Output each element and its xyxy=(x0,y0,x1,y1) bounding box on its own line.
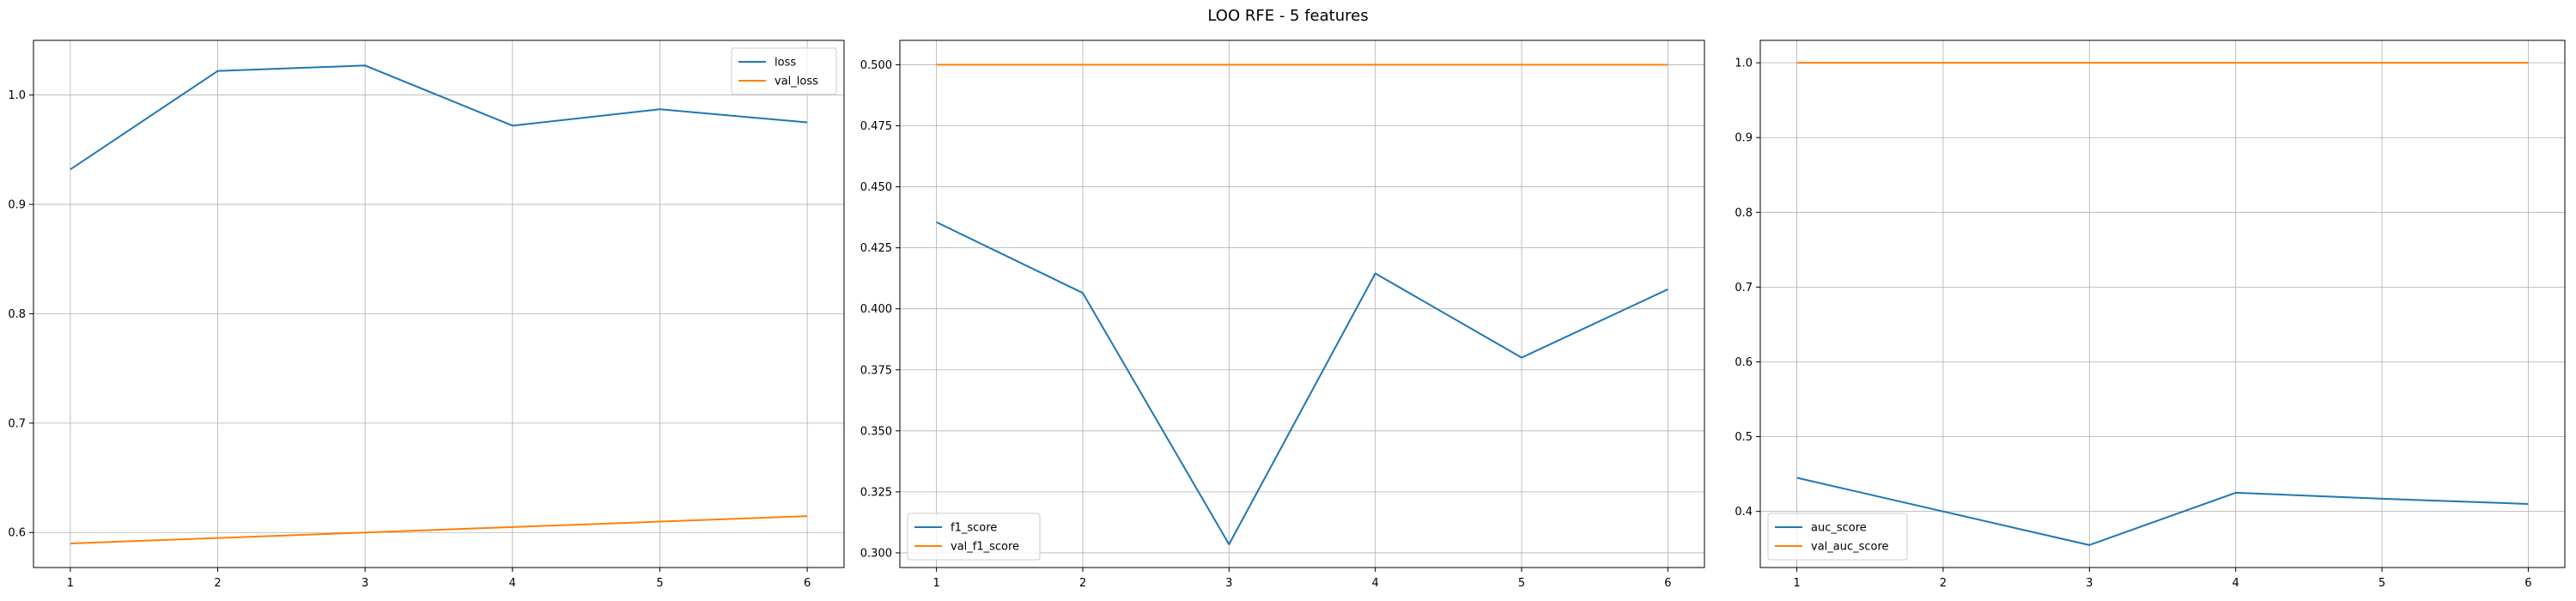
series-line-auc-score xyxy=(1796,477,2529,546)
x-tick-label: 5 xyxy=(656,577,663,590)
legend: auc_score val_auc_score xyxy=(1767,513,1908,561)
y-tick-label: 0.5 xyxy=(1735,431,1753,444)
x-tick-label: 6 xyxy=(2524,577,2531,590)
x-tick-label: 1 xyxy=(933,577,939,590)
series-line-loss xyxy=(70,64,808,171)
chart-f1-score: 1 2 3 4 5 6 0.300 0.325 0.350 0.375 0.400 0.425 0.45… xyxy=(860,39,1705,590)
y-tick-label: 1.0 xyxy=(8,89,26,102)
y-tick-label: 0.4 xyxy=(1735,506,1753,519)
x-tick-label: 3 xyxy=(361,577,368,590)
legend-label-val-auc-score: val_auc_score xyxy=(1811,541,1889,554)
x-tick-label: 4 xyxy=(2233,577,2239,590)
legend-box xyxy=(731,47,837,95)
y-tick-label: 0.8 xyxy=(8,308,26,321)
y-tick-label: 0.7 xyxy=(8,417,26,430)
legend-box xyxy=(907,513,1041,561)
legend-label-loss: loss xyxy=(775,57,796,70)
y-tick-label: 0.8 xyxy=(1735,207,1753,220)
y-tick-label: 0.475 xyxy=(860,120,892,133)
x-tick-label: 6 xyxy=(1664,577,1671,590)
legend: loss val_loss xyxy=(731,47,837,95)
x-tick-label: 4 xyxy=(509,577,516,590)
y-tick-label: 0.300 xyxy=(860,547,892,560)
axes-frame xyxy=(899,39,1705,568)
chart-loss: 1 2 3 4 5 6 0.6 0.7 0.8 0.9 1.0 loss val_loss xyxy=(8,39,845,590)
axes-frame xyxy=(1759,39,2566,568)
legend-label-f1-score: f1_score xyxy=(951,522,997,535)
x-tick-label: 4 xyxy=(1372,577,1379,590)
chart-auc-score: 1 2 3 4 5 6 0.4 0.5 0.6 0.7 0.8 0.9 1.0 auc_score val_… xyxy=(1735,39,2566,590)
y-tick-label: 0.425 xyxy=(860,242,892,255)
legend-box xyxy=(1767,513,1908,561)
legend-label-auc-score: auc_score xyxy=(1811,522,1867,535)
y-tick-label: 0.6 xyxy=(1735,356,1753,369)
x-tick-label: 3 xyxy=(1225,577,1232,590)
x-tick-label: 3 xyxy=(2086,577,2093,590)
x-tick-label: 2 xyxy=(1940,577,1947,590)
y-tick-label: 0.325 xyxy=(860,486,892,499)
x-tick-label: 6 xyxy=(804,577,811,590)
legend: f1_score val_f1_score xyxy=(907,513,1041,561)
y-tick-label: 0.375 xyxy=(860,364,892,377)
x-tick-label: 5 xyxy=(1518,577,1525,590)
series-line-f1-score xyxy=(936,221,1668,545)
x-tick-label: 5 xyxy=(2379,577,2385,590)
figure-title: LOO RFE - 5 features xyxy=(1207,7,1369,25)
legend-label-val-loss: val_loss xyxy=(775,76,818,88)
y-tick-label: 0.400 xyxy=(860,303,892,316)
x-tick-label: 1 xyxy=(67,577,74,590)
y-tick-label: 0.6 xyxy=(8,527,26,540)
y-tick-label: 1.0 xyxy=(1735,58,1753,70)
axes-frame xyxy=(33,39,845,568)
y-tick-label: 0.9 xyxy=(1735,132,1753,145)
x-tick-label: 2 xyxy=(214,577,221,590)
y-tick-label: 0.350 xyxy=(860,425,892,438)
y-tick-label: 0.9 xyxy=(8,199,26,212)
x-tick-label: 2 xyxy=(1079,577,1086,590)
y-tick-label: 0.7 xyxy=(1735,282,1753,294)
series-line-val-loss xyxy=(70,515,808,544)
x-tick-label: 1 xyxy=(1793,577,1800,590)
y-tick-label: 0.450 xyxy=(860,181,892,194)
y-tick-label: 0.500 xyxy=(860,59,892,72)
legend-label-val-f1-score: val_f1_score xyxy=(951,541,1019,554)
